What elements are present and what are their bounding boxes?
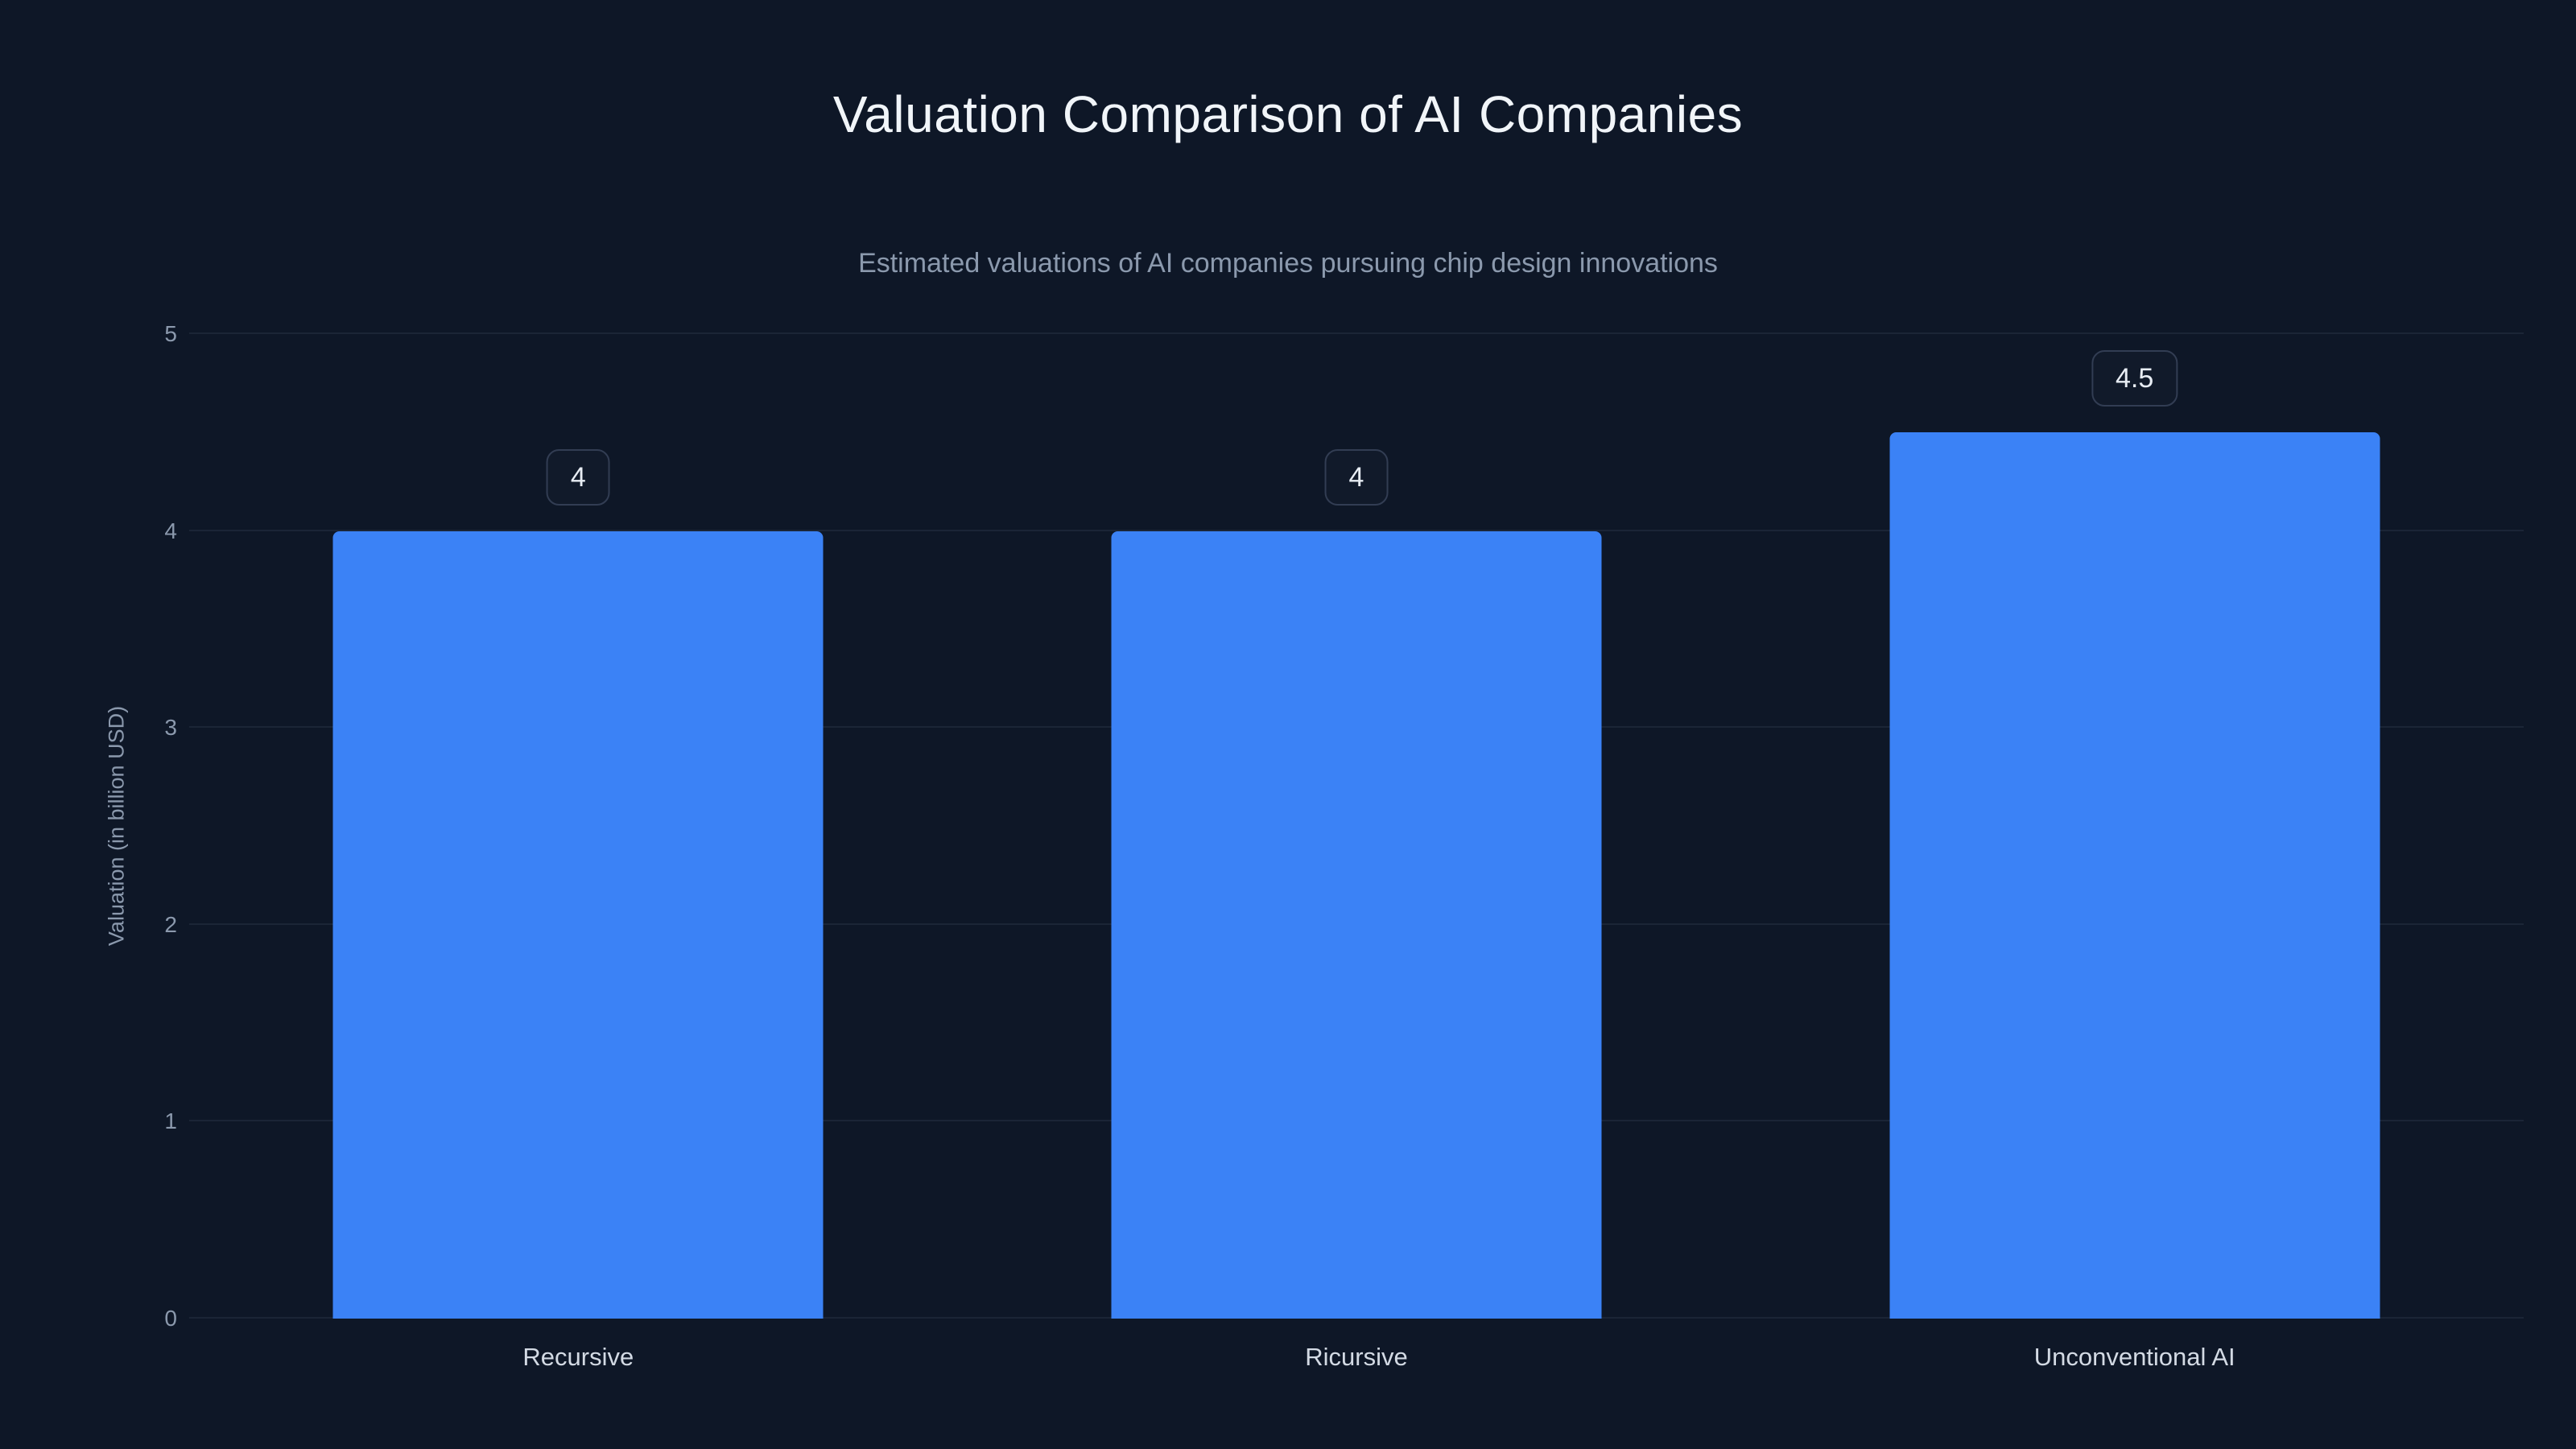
bar-slot-unconventional-ai: 4.5: [1745, 334, 2524, 1319]
value-label-ricursive: 4: [1324, 448, 1389, 506]
bar-chart: 4 4 4.5: [189, 332, 2524, 1319]
y-tick-label: 0: [164, 1306, 177, 1331]
y-tick-label: 2: [164, 911, 177, 937]
value-label-recursive: 4: [546, 448, 610, 506]
gridline: [189, 332, 2524, 334]
x-axis-label-unconventional-ai: Unconventional AI: [2033, 1343, 2235, 1371]
plot-area: 4 4 4.5: [189, 332, 2524, 1319]
x-axis-label-recursive: Recursive: [522, 1343, 634, 1371]
chart-title: Valuation Comparison of AI Companies: [832, 85, 1744, 143]
bar-slot-recursive: 4: [189, 334, 968, 1319]
x-axis-label-ricursive: Ricursive: [1305, 1343, 1408, 1371]
value-label-unconventional-ai: 4.5: [2091, 350, 2178, 407]
y-axis-ticks: 0 1 2 3 4 5: [76, 323, 177, 1330]
chart-subtitle: Estimated valuations of AI companies pur…: [858, 248, 1718, 279]
bar-ricursive[interactable]: [1111, 530, 1602, 1319]
y-tick-label: 1: [164, 1108, 177, 1134]
x-axis-labels: Recursive Ricursive Unconventional AI: [189, 1343, 2524, 1372]
y-tick-label: 3: [164, 715, 177, 741]
bar-slot-ricursive: 4: [968, 334, 1746, 1319]
gridline: [189, 529, 2524, 531]
bar-unconventional-ai[interactable]: [1889, 432, 2380, 1319]
bar-recursive[interactable]: [332, 530, 824, 1319]
y-tick-label: 4: [164, 518, 177, 543]
y-tick-label: 5: [164, 321, 177, 346]
